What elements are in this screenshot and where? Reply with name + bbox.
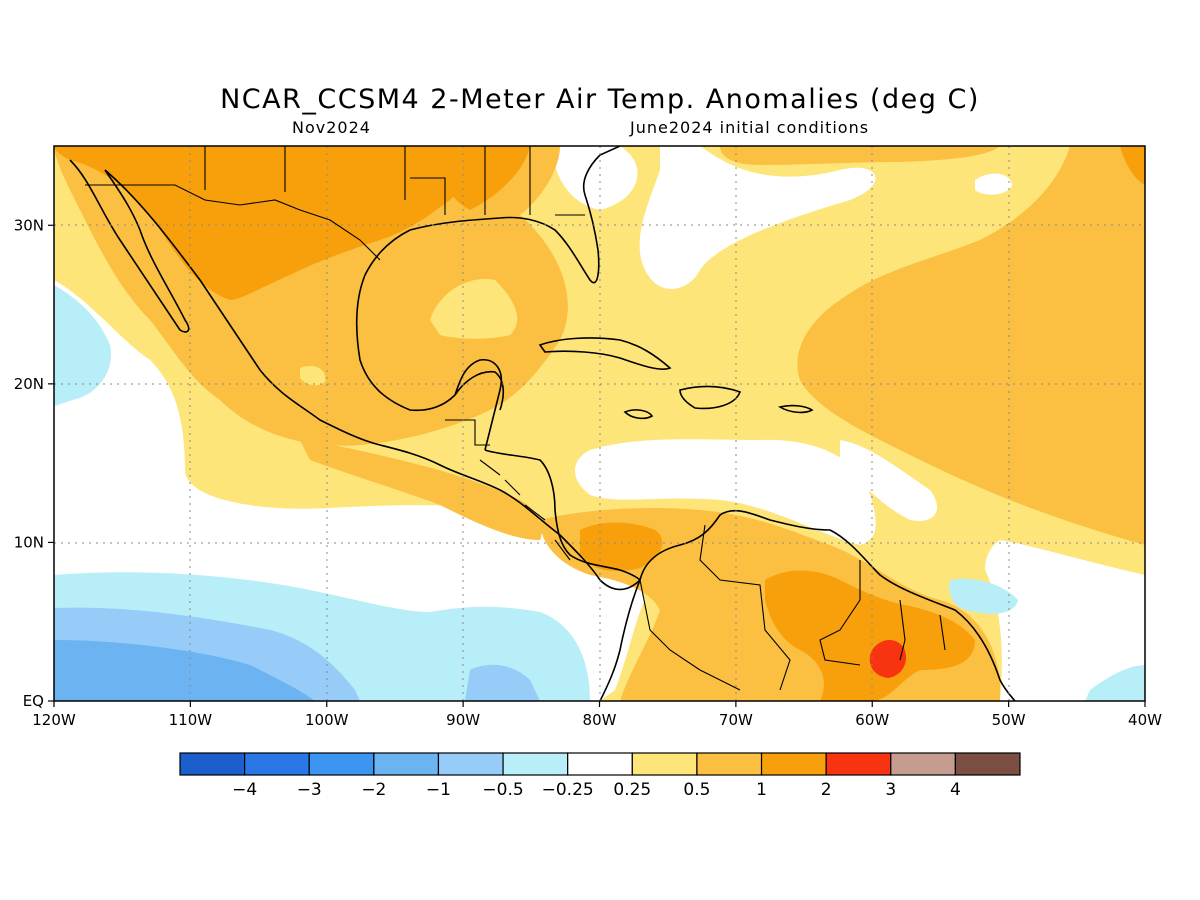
initial-conditions: June2024 initial conditions — [630, 118, 870, 137]
colorbar-label: 2 — [821, 780, 832, 800]
coast-puerto-rico — [777, 404, 814, 414]
forecast-month: Nov2024 — [292, 118, 371, 137]
colorbar-label: −4 — [232, 780, 257, 800]
warm-region-atlantic — [797, 146, 1145, 545]
coastlines — [69, 146, 1016, 701]
border-guyana-suriname — [899, 599, 946, 661]
colorbar-label: 0.5 — [683, 780, 710, 800]
neutral-region-islands — [840, 440, 938, 521]
longitude-axis: 120W 110W 100W 90W 80W 70W 60W 50W 40W — [32, 701, 1162, 729]
colorbar-swatch — [760, 752, 827, 776]
lon-tick-label: 40W — [1128, 711, 1162, 729]
colorbar-swatch — [437, 752, 504, 776]
colorbar-label: −0.5 — [482, 780, 523, 800]
coast-hispaniola — [679, 385, 742, 410]
colorbar-swatch — [308, 752, 375, 776]
pale-region-gulf — [430, 279, 518, 339]
colorbar-label: 1 — [756, 780, 767, 800]
hot-region-venezuela — [765, 570, 975, 701]
coast-south-america-north — [639, 510, 1016, 701]
colorbar-swatch — [502, 752, 569, 776]
colorbar-label: −3 — [297, 780, 322, 800]
cool-region-atlantic-2 — [1085, 665, 1145, 701]
colorbar-label: 4 — [950, 780, 961, 800]
colorbar-swatch — [567, 752, 633, 776]
colorbar-swatch — [696, 752, 763, 776]
neutral-region-northeast — [975, 173, 1012, 195]
very-hot-region-guyana — [869, 639, 907, 678]
colorbar-label: 0.25 — [613, 780, 651, 800]
lon-tick-label: 120W — [32, 711, 76, 729]
coast-jamaica — [623, 409, 654, 420]
neutral-region-bahamas — [555, 146, 638, 210]
border-venezuela-guyana — [819, 560, 861, 666]
lon-tick-label: 110W — [169, 711, 213, 729]
border-south-america-interior — [639, 579, 741, 691]
colorbar: −4 −3 −2 −1 −0.5 −0.25 0.25 0.5 1 2 3 4 — [179, 752, 1021, 800]
latitude-axis: EQ 10N 20N 30N — [14, 216, 54, 710]
lat-tick-label: 10N — [14, 533, 44, 551]
colorbar-label: −0.25 — [542, 780, 594, 800]
map-title: NCAR_CCSM4 2-Meter Air Temp. Anomalies (… — [220, 84, 980, 115]
map-area — [54, 146, 1145, 701]
coast-central-america-caribbean — [484, 449, 641, 581]
lon-tick-label: 80W — [583, 711, 617, 729]
pale-region-mexico-west — [300, 365, 326, 386]
neutral-region-atlantic-west — [639, 146, 876, 289]
colorbar-label: −1 — [426, 780, 451, 800]
coast-colombia-pacific — [599, 579, 641, 701]
cool-region-pacific-4 — [465, 664, 540, 701]
colorbar-swatch — [244, 752, 310, 776]
warm-region-central-america — [300, 440, 542, 540]
border-us-states — [204, 146, 585, 216]
cool-region-pacific-1 — [54, 285, 111, 406]
coast-cuba — [538, 337, 672, 370]
colorbar-swatch — [825, 752, 892, 776]
lon-tick-label: 90W — [446, 711, 480, 729]
neutral-region-east — [985, 540, 1145, 701]
warm-region-atlantic-north — [720, 146, 1000, 165]
colorbar-swatch — [373, 752, 440, 776]
lon-tick-label: 70W — [719, 711, 753, 729]
hot-region-colombia — [580, 522, 663, 572]
border-venezuela-colombia — [699, 524, 791, 691]
cool-region-atlantic — [949, 578, 1018, 614]
gridlines — [54, 146, 1145, 701]
coast-mexico-pacific — [104, 169, 641, 591]
coast-yucatan — [454, 370, 505, 411]
lon-tick-label: 100W — [305, 711, 349, 729]
colorbar-swatch — [890, 752, 956, 776]
neutral-region-colombia-pacific — [590, 560, 645, 701]
hot-region-atlantic-north — [1120, 146, 1145, 185]
colorbar-swatch — [631, 752, 698, 776]
neutral-region-caribbean — [575, 439, 876, 545]
lon-tick-label: 50W — [992, 711, 1026, 729]
lon-tick-label: 60W — [855, 711, 889, 729]
coast-us-gulf — [409, 146, 621, 284]
political-borders — [85, 146, 946, 691]
border-central-america — [479, 459, 571, 561]
colorbar-swatch — [179, 752, 246, 776]
colorbar-swatch — [954, 752, 1021, 776]
lat-tick-label: 20N — [14, 375, 44, 393]
cool-region-pacific-5 — [54, 640, 315, 701]
border-guatemala — [445, 419, 490, 446]
lat-tick-label: EQ — [23, 692, 44, 710]
coast-baja-california — [69, 159, 190, 333]
colorbar-label: −2 — [361, 780, 386, 800]
colorbar-label: 3 — [885, 780, 896, 800]
border-us-mexico — [85, 184, 381, 261]
lat-tick-label: 30N — [14, 216, 44, 234]
